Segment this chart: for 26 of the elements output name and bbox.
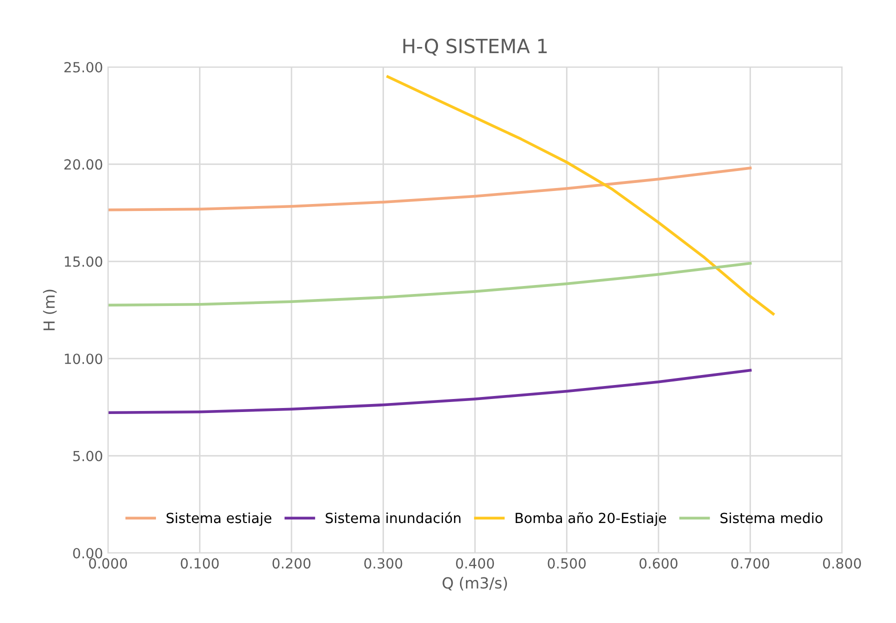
y-tick-label: 20.00 xyxy=(64,159,102,170)
y-tick-label: 5.00 xyxy=(73,450,102,462)
line-series xyxy=(108,262,752,307)
x-tick-label: 0.100 xyxy=(180,558,219,569)
legend-label: Sistema estiaje xyxy=(166,512,272,526)
x-tick-label: 0.400 xyxy=(456,558,494,569)
x-tick-label: 0.300 xyxy=(364,558,402,569)
line-series xyxy=(108,368,752,414)
chart-title: H-Q SISTEMA 1 xyxy=(403,38,547,56)
x-tick-label: 0.200 xyxy=(272,558,310,569)
legend-label: Bomba año 20-Estiaje xyxy=(516,512,666,526)
legend-label: Sistema inundación xyxy=(326,512,460,524)
x-axis-title: Q (m3/s) xyxy=(442,576,507,590)
x-tick-label: 0.800 xyxy=(823,558,861,569)
x-tick-label: 0.700 xyxy=(731,558,770,569)
x-tick-label: 0.600 xyxy=(640,558,678,569)
y-tick-label: 0.00 xyxy=(73,548,102,558)
line-series xyxy=(108,166,752,212)
y-tick-label: 15.00 xyxy=(64,256,102,267)
y-axis-title: H (m) xyxy=(43,290,57,330)
x-tick-label: 0.500 xyxy=(548,558,586,569)
y-tick-label: 25.00 xyxy=(64,62,102,72)
line-series xyxy=(386,75,775,316)
y-tick-label: 10.00 xyxy=(64,354,102,364)
x-tick-label: 0.000 xyxy=(89,558,127,569)
legend-label: Sistema medio xyxy=(720,512,822,524)
